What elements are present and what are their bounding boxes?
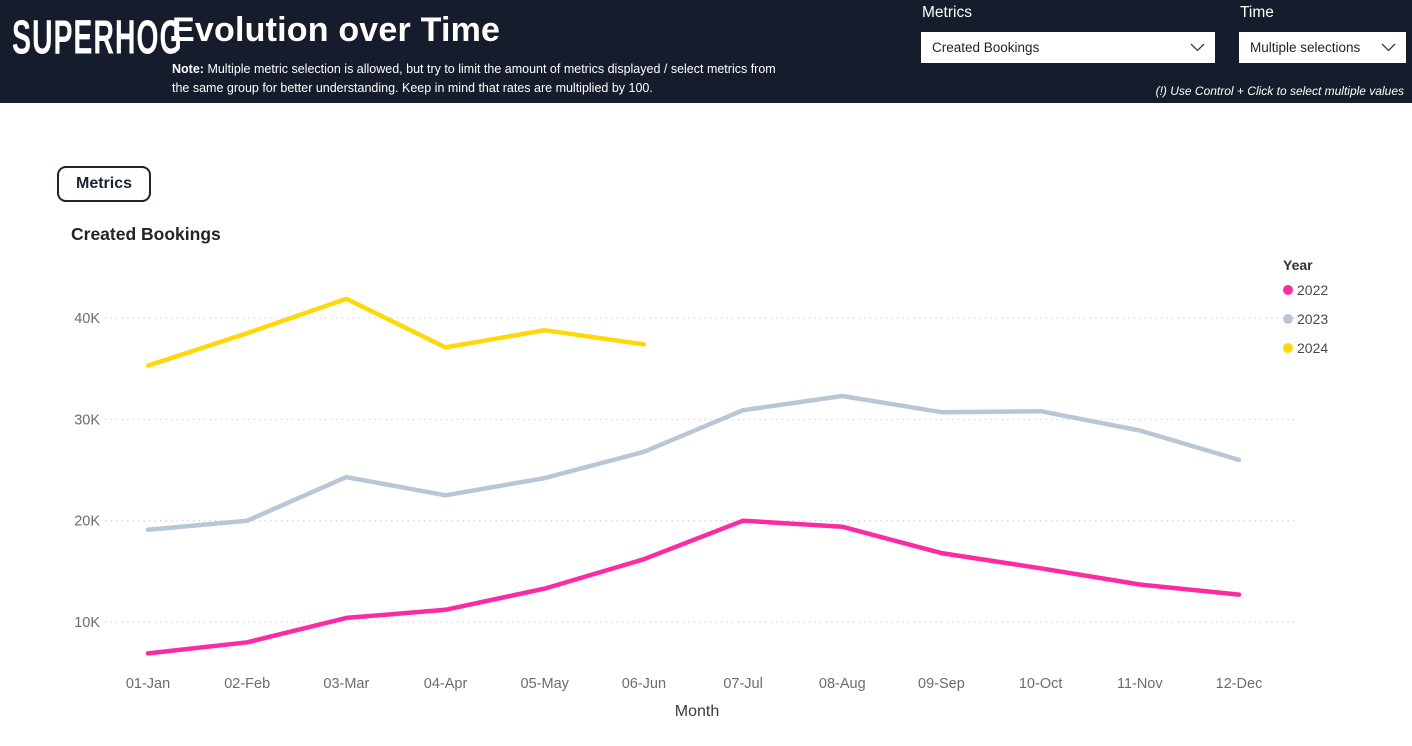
svg-text:06-Jun: 06-Jun: [622, 676, 666, 692]
svg-text:02-Feb: 02-Feb: [224, 676, 270, 692]
svg-text:04-Apr: 04-Apr: [424, 676, 468, 692]
superhog-logo: SUPERHOG: [12, 10, 183, 65]
svg-text:01-Jan: 01-Jan: [126, 676, 170, 692]
line-chart[interactable]: 10K 20K 30K 40K 01-Jan 02-Feb 03-Mar 04-Apr 05-M…: [0, 250, 1310, 730]
metrics-dropdown-value: Created Bookings: [932, 40, 1040, 55]
metrics-filter-label: Metrics: [922, 4, 972, 21]
chart-legend: Year 2022 2023 2024: [1283, 257, 1328, 369]
chart-title: Created Bookings: [71, 224, 221, 244]
header: SUPERHOG Evolution over Time Note: Multi…: [0, 0, 1412, 103]
svg-text:40K: 40K: [74, 311, 100, 327]
time-dropdown[interactable]: Multiple selections: [1239, 32, 1406, 63]
svg-text:12-Dec: 12-Dec: [1216, 676, 1263, 692]
legend-item-2023[interactable]: 2023: [1283, 311, 1328, 327]
svg-text:10K: 10K: [74, 615, 100, 631]
x-axis-title: Month: [675, 703, 719, 720]
svg-text:20K: 20K: [74, 514, 100, 530]
svg-text:03-Mar: 03-Mar: [323, 676, 369, 692]
series-2023: [145, 393, 1242, 533]
multi-select-hint: (!) Use Control + Click to select multip…: [1155, 84, 1404, 98]
legend-dot-icon: [1283, 314, 1293, 324]
legend-label: 2022: [1297, 282, 1329, 298]
time-filter-label: Time: [1240, 4, 1274, 21]
header-note: Note: Multiple metric selection is allow…: [172, 60, 784, 99]
chevron-down-icon: [1190, 43, 1205, 52]
y-axis-labels: 10K 20K 30K 40K: [74, 311, 100, 631]
legend-item-2024[interactable]: 2024: [1283, 340, 1328, 356]
svg-text:11-Nov: 11-Nov: [1117, 676, 1163, 692]
svg-text:30K: 30K: [74, 412, 100, 428]
metrics-button[interactable]: Metrics: [57, 166, 152, 202]
time-dropdown-value: Multiple selections: [1250, 40, 1361, 55]
svg-text:10-Oct: 10-Oct: [1019, 676, 1063, 692]
legend-label: 2023: [1297, 311, 1329, 327]
svg-text:08-Aug: 08-Aug: [819, 676, 866, 692]
page-title: Evolution over Time: [172, 11, 501, 49]
legend-dot-icon: [1283, 285, 1293, 295]
series-2022: [145, 518, 1242, 656]
svg-text:05-May: 05-May: [521, 676, 570, 692]
chevron-down-icon: [1381, 43, 1396, 52]
x-axis-labels: 01-Jan 02-Feb 03-Mar 04-Apr 05-May 06-Jun 07-J…: [126, 676, 1263, 692]
svg-text:07-Jul: 07-Jul: [723, 676, 763, 692]
legend-title: Year: [1283, 257, 1313, 273]
note-text: Multiple metric selection is allowed, bu…: [172, 62, 776, 96]
legend-dot-icon: [1283, 343, 1293, 353]
svg-text:09-Sep: 09-Sep: [918, 676, 965, 692]
legend-label: 2024: [1297, 340, 1329, 356]
note-prefix: Note:: [172, 62, 204, 76]
metrics-dropdown[interactable]: Created Bookings: [921, 32, 1215, 63]
legend-item-2022[interactable]: 2022: [1283, 282, 1328, 298]
gridlines: [105, 317, 1297, 623]
series-2024: [145, 296, 647, 368]
